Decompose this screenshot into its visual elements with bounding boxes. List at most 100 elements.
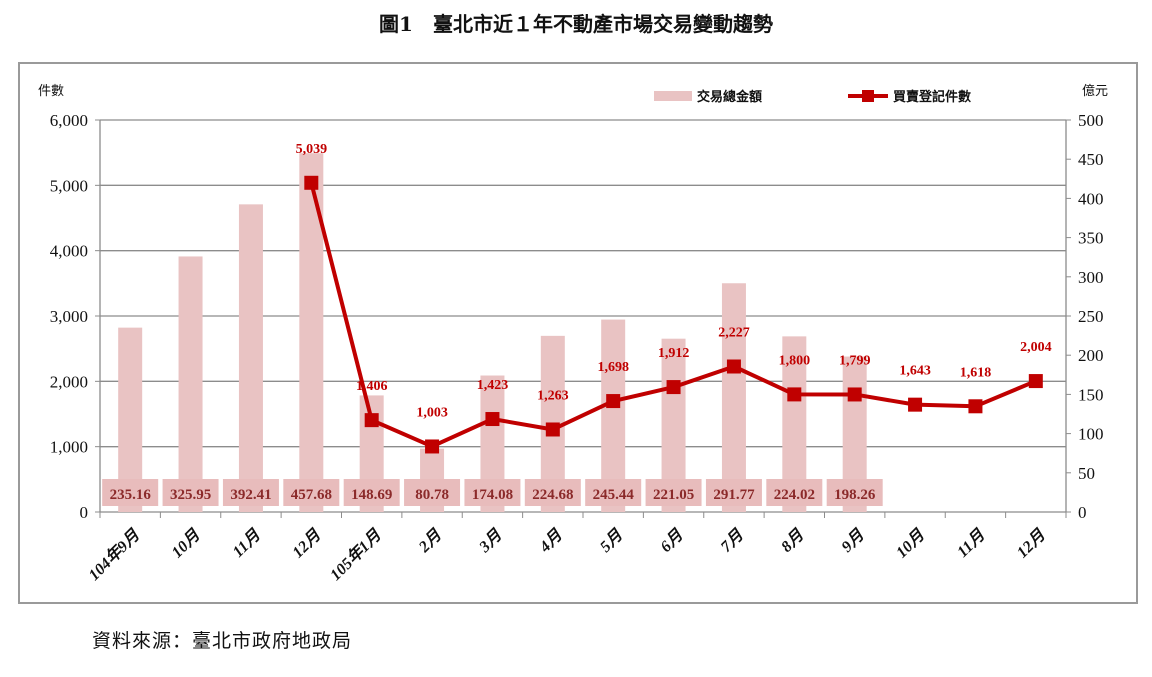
line-value-label: 1,263 <box>537 388 569 403</box>
x-tick-label: 5月 <box>597 526 627 556</box>
line-value-label: 2,227 <box>718 326 750 341</box>
bar-label-box <box>524 479 581 506</box>
bar <box>178 256 203 512</box>
line-value-label: 1,800 <box>779 353 811 368</box>
x-tick-label: 104年9月 <box>85 525 144 584</box>
line-marker <box>787 387 802 402</box>
line-marker <box>847 387 862 402</box>
chart-frame <box>18 62 1138 604</box>
right-tick-label: 250 <box>1078 307 1104 326</box>
chart-title: 圖1 臺北市近１年不動產市場交易變動趨勢 <box>379 12 773 36</box>
line-marker <box>545 422 560 437</box>
x-tick-label: 10月 <box>893 526 928 561</box>
left-tick-label: 4,000 <box>50 242 88 261</box>
legend-line-label: 買賣登記件數 <box>893 89 971 104</box>
line-marker <box>968 399 983 414</box>
bar-label-box <box>162 479 219 506</box>
bar-value-label: 174.08 <box>472 487 513 503</box>
bar-label-box <box>705 479 762 506</box>
bar-value-label: 198.26 <box>834 487 876 503</box>
bar-value-label: 224.02 <box>774 487 815 503</box>
x-tick-label: 11月 <box>230 526 265 561</box>
bar <box>299 153 324 512</box>
legend-bar-swatch <box>654 91 692 101</box>
bar-label-box <box>222 479 279 506</box>
right-tick-label: 350 <box>1078 229 1104 248</box>
line-value-label: 1,799 <box>839 353 871 368</box>
left-tick-label: 6,000 <box>50 111 88 130</box>
left-axis-title: 件數 <box>38 83 64 98</box>
bar-value-label: 245.44 <box>593 487 635 503</box>
x-tick-label: 9月 <box>839 526 869 556</box>
line-marker <box>304 175 319 190</box>
line-marker <box>908 397 923 412</box>
line-marker <box>606 394 621 409</box>
line-value-label: 1,003 <box>416 405 448 420</box>
line-marker <box>726 359 741 374</box>
line-value-label: 1,698 <box>597 360 629 375</box>
line-marker <box>1028 374 1043 389</box>
bar-value-label: 291.77 <box>713 487 755 503</box>
line-marker <box>425 439 440 454</box>
bar-label-box <box>585 479 642 506</box>
line-marker <box>666 380 681 395</box>
bar-value-label: 392.41 <box>230 487 271 503</box>
bar-label-box <box>464 479 521 506</box>
right-tick-label: 100 <box>1078 425 1104 444</box>
bar-label-box <box>343 479 400 506</box>
bar-value-label: 80.78 <box>415 487 449 503</box>
x-tick-label: 11月 <box>954 526 989 561</box>
left-tick-label: 0 <box>80 503 89 522</box>
line-value-label: 1,423 <box>477 378 509 393</box>
x-tick-label: 10月 <box>169 526 204 561</box>
bar-label-box <box>102 479 159 506</box>
source-note: 資料來源：臺北市政府地政局 <box>92 630 353 652</box>
bar-label-box <box>645 479 702 506</box>
x-tick-label: 3月 <box>476 526 506 556</box>
left-tick-label: 3,000 <box>50 307 88 326</box>
bar-value-label: 221.05 <box>653 487 694 503</box>
bar-label-box <box>826 479 883 506</box>
line-value-label: 1,618 <box>960 365 992 380</box>
left-tick-label: 2,000 <box>50 372 88 391</box>
right-axis-title: 億元 <box>1082 83 1108 98</box>
x-tick-label: 8月 <box>778 526 808 556</box>
line-marker <box>485 412 500 427</box>
line-value-label: 1,912 <box>658 346 690 361</box>
bar-value-label: 224.68 <box>532 487 573 503</box>
line-value-label: 2,004 <box>1020 340 1052 355</box>
bar-label-box <box>766 479 823 506</box>
line-marker <box>364 413 379 428</box>
left-tick-label: 5,000 <box>50 176 88 195</box>
bar-label-box <box>404 479 461 506</box>
right-tick-label: 450 <box>1078 150 1104 169</box>
bar-value-label: 457.68 <box>291 487 332 503</box>
bar <box>238 204 263 512</box>
legend-bar-label: 交易總金額 <box>697 89 762 104</box>
x-tick-label: 105年1月 <box>327 525 386 584</box>
right-tick-label: 400 <box>1078 189 1104 208</box>
right-tick-label: 150 <box>1078 385 1104 404</box>
bar-value-label: 235.16 <box>110 487 152 503</box>
line-value-label: 5,039 <box>296 142 328 157</box>
x-tick-label: 4月 <box>536 526 566 556</box>
x-tick-label: 12月 <box>289 526 324 561</box>
bar-value-label: 148.69 <box>351 487 392 503</box>
right-tick-label: 50 <box>1078 464 1095 483</box>
right-tick-label: 200 <box>1078 346 1104 365</box>
bar-value-label: 325.95 <box>170 487 211 503</box>
right-tick-label: 500 <box>1078 111 1104 130</box>
line-value-label: 1,406 <box>356 379 388 394</box>
bar <box>721 283 746 512</box>
right-tick-label: 300 <box>1078 268 1104 287</box>
legend-line-marker <box>862 90 874 102</box>
right-tick-label: 0 <box>1078 503 1087 522</box>
x-tick-label: 7月 <box>718 526 748 556</box>
x-tick-label: 6月 <box>657 526 687 556</box>
line-value-label: 1,643 <box>899 364 931 379</box>
left-tick-label: 1,000 <box>50 438 88 457</box>
bar-label-box <box>283 479 340 506</box>
x-tick-label: 2月 <box>415 526 445 556</box>
x-tick-label: 12月 <box>1014 526 1049 561</box>
